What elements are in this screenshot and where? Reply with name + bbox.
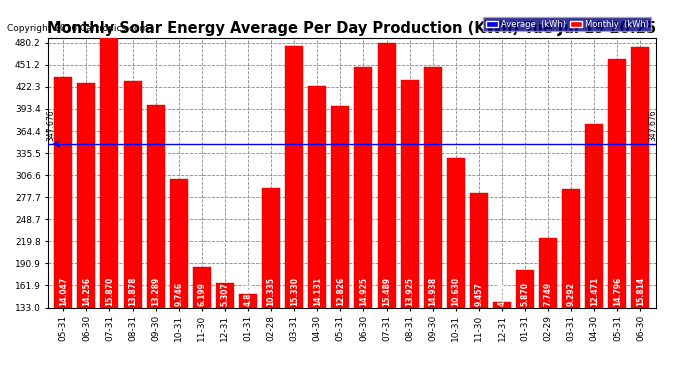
Text: 14.796: 14.796 [613,277,622,306]
Bar [539,237,557,308]
Bar [55,77,72,308]
Bar [562,189,580,308]
Text: 6.199: 6.199 [197,282,206,306]
Text: 15.870: 15.870 [105,277,114,306]
Bar [216,284,234,308]
Text: 15.330: 15.330 [290,277,299,306]
Bar [516,270,534,308]
Bar [609,59,627,308]
Text: 9.457: 9.457 [475,282,484,306]
Bar [170,178,188,308]
Bar [631,47,649,308]
Text: 4.510: 4.510 [497,282,506,306]
Text: 9.746: 9.746 [175,282,184,306]
Bar [401,80,419,308]
Text: 10.630: 10.630 [451,277,460,306]
Bar [308,86,326,308]
Bar [585,124,603,308]
Title: Monthly Solar Energy Average Per Day Production (KWh) Tue Jul 19 20:25: Monthly Solar Energy Average Per Day Pro… [48,21,656,36]
Text: 7.749: 7.749 [544,282,553,306]
Bar [101,34,119,308]
Text: 5.307: 5.307 [220,282,229,306]
Bar [377,43,395,308]
Bar [493,302,511,307]
Bar [77,83,95,308]
Text: 14.047: 14.047 [59,277,68,306]
Text: 347.676: 347.676 [46,110,55,141]
Text: 12.471: 12.471 [590,277,599,306]
Bar [147,105,165,308]
Text: 13.878: 13.878 [128,276,137,306]
Bar [447,158,465,308]
Text: 14.131: 14.131 [313,277,322,306]
Text: 15.814: 15.814 [636,277,645,306]
Text: 15.489: 15.489 [382,277,391,306]
Bar [470,192,488,308]
Text: 13.289: 13.289 [151,277,160,306]
Bar [355,68,373,308]
Text: 10.335: 10.335 [266,277,275,306]
Bar [331,106,349,308]
Text: Copyright 2016 Cartronics.com: Copyright 2016 Cartronics.com [7,24,148,33]
Text: 14.925: 14.925 [359,277,368,306]
Text: 5.870: 5.870 [520,282,529,306]
Legend: Average  (kWh), Monthly  (kWh): Average (kWh), Monthly (kWh) [483,17,651,32]
Text: 347.676: 347.676 [649,110,658,141]
Text: 4.861: 4.861 [244,282,253,306]
Bar [193,267,211,308]
Text: 12.826: 12.826 [336,277,345,306]
Text: 13.925: 13.925 [405,277,414,306]
Text: 14.938: 14.938 [428,277,437,306]
Text: 9.292: 9.292 [566,282,575,306]
Text: 14.256: 14.256 [82,277,91,306]
Bar [262,188,280,308]
Bar [285,46,303,308]
Bar [124,81,141,308]
Bar [424,67,442,308]
Bar [239,294,257,307]
